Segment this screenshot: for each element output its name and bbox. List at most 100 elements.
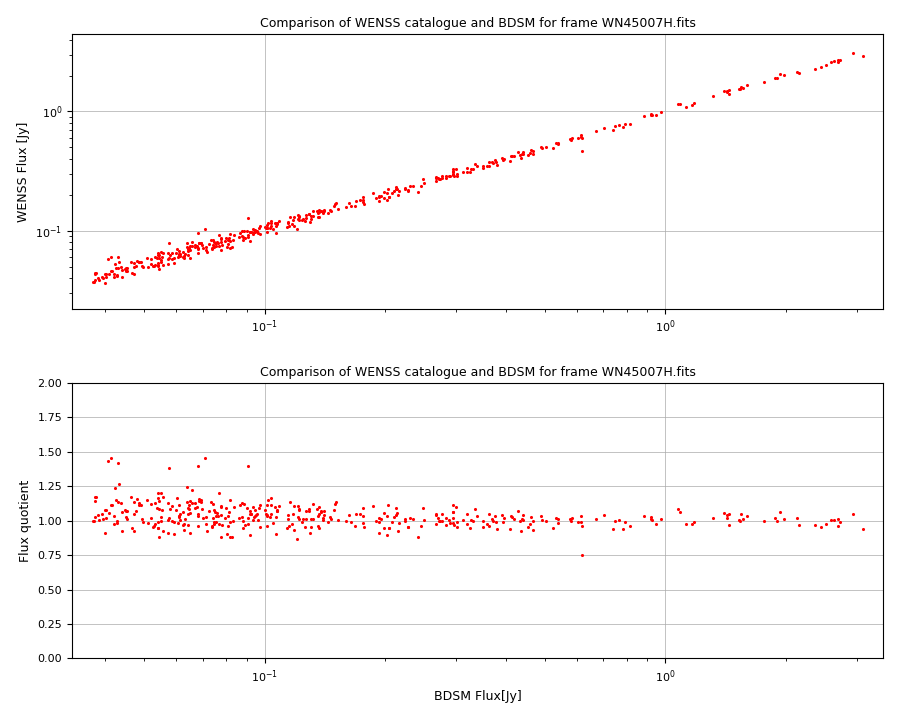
Y-axis label: Flux quotient: Flux quotient bbox=[19, 480, 32, 562]
Point bbox=[150, 516, 165, 528]
Point bbox=[191, 243, 205, 254]
Point bbox=[283, 220, 297, 231]
Point bbox=[342, 198, 356, 210]
Point bbox=[292, 513, 306, 524]
Point bbox=[147, 521, 161, 533]
Point bbox=[152, 495, 166, 506]
Point bbox=[191, 461, 205, 472]
Point bbox=[521, 149, 535, 161]
Point bbox=[118, 263, 132, 274]
Point bbox=[466, 516, 481, 527]
Point bbox=[260, 222, 274, 234]
Point bbox=[177, 253, 192, 264]
Point bbox=[191, 243, 205, 254]
Point bbox=[387, 511, 401, 523]
Point bbox=[200, 526, 214, 537]
Point bbox=[720, 512, 734, 523]
Point bbox=[291, 213, 305, 225]
Point bbox=[107, 510, 122, 522]
Point bbox=[88, 495, 103, 507]
Point bbox=[180, 237, 194, 248]
Point bbox=[209, 516, 223, 528]
Point bbox=[314, 505, 328, 517]
Point bbox=[181, 502, 195, 513]
Point bbox=[244, 227, 258, 238]
Point bbox=[209, 240, 223, 251]
Point bbox=[287, 500, 302, 512]
Point bbox=[757, 76, 771, 88]
Point bbox=[507, 150, 521, 162]
Point bbox=[268, 217, 283, 228]
Point bbox=[283, 211, 297, 222]
Point bbox=[205, 235, 220, 246]
Point bbox=[140, 517, 155, 528]
Point bbox=[224, 531, 238, 543]
Point bbox=[551, 513, 565, 525]
Point bbox=[272, 500, 286, 512]
Point bbox=[222, 494, 237, 505]
Point bbox=[207, 518, 221, 530]
Point bbox=[252, 222, 266, 233]
Point bbox=[200, 246, 214, 258]
Point bbox=[180, 482, 194, 493]
Point bbox=[96, 513, 111, 525]
Point bbox=[380, 194, 394, 206]
Point bbox=[446, 505, 461, 517]
Point bbox=[612, 120, 626, 131]
Point bbox=[310, 207, 325, 219]
Point bbox=[534, 510, 548, 522]
Point bbox=[789, 513, 804, 524]
Point bbox=[110, 516, 124, 527]
Point bbox=[831, 513, 845, 525]
Point bbox=[94, 271, 109, 283]
Point bbox=[151, 523, 166, 534]
Point bbox=[460, 162, 474, 174]
Point bbox=[161, 248, 176, 259]
Point bbox=[831, 521, 845, 532]
Point bbox=[238, 519, 253, 531]
Point bbox=[855, 523, 869, 534]
Point bbox=[165, 247, 179, 258]
Point bbox=[299, 505, 313, 517]
Point bbox=[441, 170, 455, 181]
Point bbox=[450, 521, 464, 533]
Point bbox=[298, 215, 312, 227]
Point bbox=[306, 513, 320, 525]
Point bbox=[150, 248, 165, 259]
Point bbox=[243, 226, 257, 238]
Point bbox=[381, 183, 395, 194]
Point bbox=[460, 508, 474, 520]
Point bbox=[171, 251, 185, 263]
Point bbox=[623, 118, 637, 130]
Point bbox=[94, 508, 109, 520]
Point bbox=[443, 517, 457, 528]
Point bbox=[356, 191, 371, 202]
Point bbox=[431, 512, 446, 523]
Point bbox=[211, 238, 225, 249]
Point bbox=[111, 262, 125, 274]
Point bbox=[706, 91, 721, 102]
Point bbox=[826, 55, 841, 67]
Point bbox=[248, 509, 263, 521]
Point bbox=[127, 257, 141, 269]
Point bbox=[302, 208, 316, 220]
Point bbox=[269, 505, 284, 517]
Point bbox=[209, 238, 223, 249]
Point bbox=[480, 518, 494, 530]
Point bbox=[777, 513, 791, 524]
Point bbox=[400, 521, 415, 532]
Point bbox=[148, 518, 162, 529]
Point bbox=[314, 205, 328, 217]
Point bbox=[618, 118, 633, 130]
Point bbox=[438, 513, 453, 524]
Point bbox=[514, 525, 528, 536]
Point bbox=[770, 73, 784, 84]
Point bbox=[310, 211, 325, 222]
Point bbox=[505, 511, 519, 523]
Point bbox=[192, 495, 206, 506]
Point bbox=[221, 506, 236, 518]
Point bbox=[623, 521, 637, 532]
Point bbox=[382, 522, 396, 534]
Point bbox=[687, 98, 701, 109]
Point bbox=[181, 509, 195, 521]
